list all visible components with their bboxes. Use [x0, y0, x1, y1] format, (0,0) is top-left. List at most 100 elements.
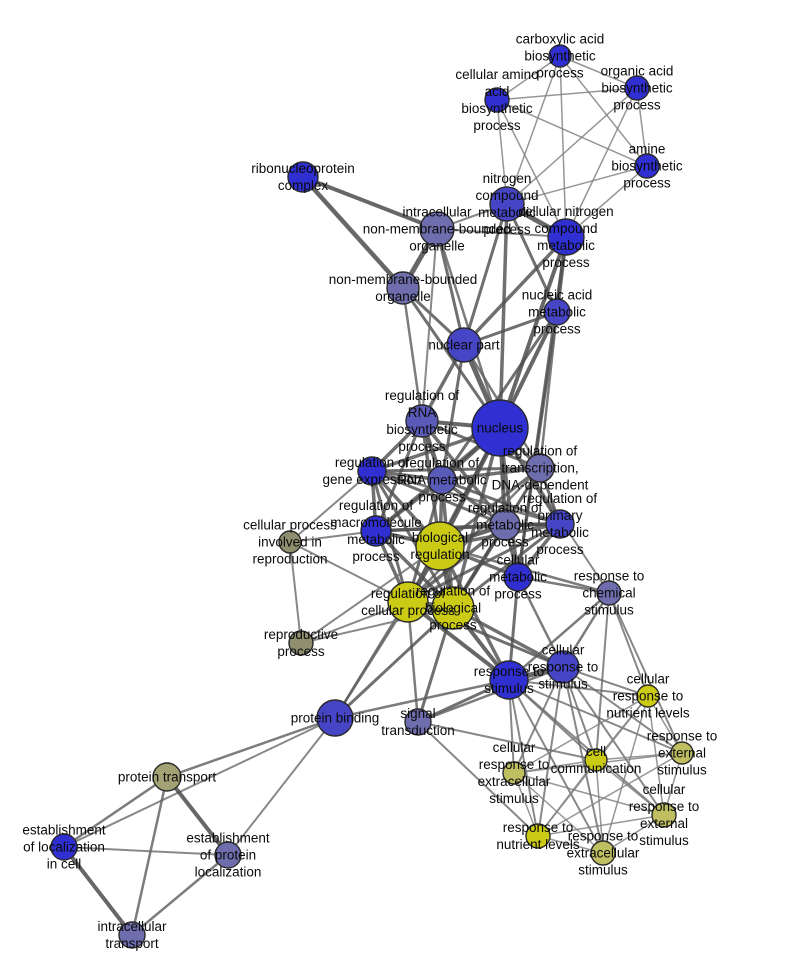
node-label-nucleus: nucleus	[477, 421, 524, 436]
node-regulation-of-gene-expression[interactable]	[357, 456, 387, 486]
edge-ribonucleoprotein-complex--intracellular-non-membrane-bounded-organelle	[302, 175, 438, 231]
edge-response-to-external-stimulus--response-to-nutrient-levels	[537, 752, 683, 837]
node-regulation-of-biological-process[interactable]	[431, 586, 475, 630]
node-label-regulation-of-macromolecule-metabolic-process: regulation of macromolecule metabolic proce…	[330, 498, 422, 564]
node-cellular-response-to-external-stimulus[interactable]	[651, 802, 677, 828]
node-carboxylic-acid-biosynthetic-process[interactable]	[548, 44, 572, 68]
node-cellular-metabolic-process[interactable]	[503, 562, 533, 592]
node-nucleic-acid-metabolic-process[interactable]	[543, 298, 571, 326]
node-non-membrane-bounded-organelle[interactable]	[386, 271, 420, 305]
node-regulation-of-primary-metabolic-process[interactable]	[545, 509, 575, 539]
node-cell-communication[interactable]	[584, 748, 608, 772]
node-cellular-response-to-extracellular-stimulus[interactable]	[502, 761, 526, 785]
edge-regulation-of-transcription-dna-dependent--regulation-of-gene-expression	[371, 466, 541, 473]
node-nitrogen-compound-metabolic-process[interactable]	[489, 186, 525, 222]
edge-response-to-chemical-stimulus--response-to-external-stimulus	[608, 592, 683, 754]
node-regulation-of-rna-biosynthetic-process[interactable]	[405, 404, 439, 438]
edge-amine-biosynthetic-process--nitrogen-compound-metabolic-process	[506, 165, 648, 205]
edge-carboxylic-acid-biosynthetic-process--cellular-nitrogen-compound-metabolic-process	[559, 55, 567, 238]
node-cellular-amino-acid-biosynthetic-process[interactable]	[484, 87, 510, 113]
node-protein-transport[interactable]	[152, 762, 182, 792]
node-cellular-process-involved-in-reproduction[interactable]	[278, 530, 302, 554]
node-label-nuclear-part: nuclear part	[428, 338, 500, 353]
edge-regulation-of-primary-metabolic-process--regulation-of-biological-process	[452, 522, 561, 610]
edge-intracellular-non-membrane-bounded-organelle--nuclear-part	[435, 228, 466, 346]
node-intracellular-transport[interactable]	[118, 921, 146, 949]
node-label-reproductive-process: reproductive process	[264, 627, 338, 659]
node-signal-transduction[interactable]	[404, 708, 432, 736]
node-layer	[50, 44, 694, 949]
edge-organic-acid-biosynthetic-process--cellular-nitrogen-compound-metabolic-process	[565, 87, 638, 238]
node-response-to-external-stimulus[interactable]	[670, 741, 694, 765]
edge-response-to-stimulus--cellular-response-to-external-stimulus	[508, 679, 665, 816]
node-label-intracellular-non-membrane-bounded-organelle: intracellular non-membrane-bounded organel…	[363, 205, 512, 254]
node-amine-biosynthetic-process[interactable]	[634, 153, 660, 179]
edge-cellular-response-to-external-stimulus--cellular-response-to-extracellular-stimulus	[513, 772, 665, 816]
edge-protein-binding--protein-transport	[166, 716, 336, 779]
node-regulation-of-transcription-dna-dependent[interactable]	[525, 453, 555, 483]
edge-cellular-process-involved-in-reproduction--reproductive-process	[289, 541, 302, 644]
node-establishment-of-protein-localization[interactable]	[214, 841, 242, 869]
edge-carboxylic-acid-biosynthetic-process--organic-acid-biosynthetic-process	[559, 55, 638, 89]
node-reproductive-process[interactable]	[288, 630, 314, 656]
node-regulation-of-cellular-process[interactable]	[387, 581, 429, 623]
node-label-organic-acid-biosynthetic-process: organic acid biosynthetic process	[601, 64, 674, 113]
node-label-signal-transduction: signal transduction	[381, 706, 455, 738]
node-label-protein-transport: protein transport	[118, 770, 217, 785]
node-response-to-extracellular-stimulus[interactable]	[590, 840, 616, 866]
node-biological-regulation[interactable]	[415, 521, 465, 571]
node-nucleus[interactable]	[471, 399, 529, 457]
edge-cellular-nitrogen-compound-metabolic-process--nucleus	[498, 236, 568, 429]
edge-nucleic-acid-metabolic-process--regulation-of-transcription-dna-dependent	[538, 311, 559, 469]
node-label-cellular-response-to-nutrient-levels: cellular response to nutrient levels	[606, 672, 690, 721]
edge-nitrogen-compound-metabolic-process--nucleus	[498, 203, 509, 429]
node-label-response-to-external-stimulus: response to external stimulus	[647, 729, 718, 778]
edge-response-to-extracellular-stimulus--cellular-response-to-extracellular-stimulus	[513, 772, 604, 854]
node-label-regulation-of-primary-metabolic-process: regulation of primary metabolic process	[523, 491, 598, 557]
node-regulation-of-macromolecule-metabolic-process[interactable]	[360, 515, 392, 547]
edge-cell-communication--cellular-response-to-external-stimulus	[595, 759, 665, 816]
edge-signal-transduction--response-to-nutrient-levels	[417, 721, 539, 837]
edge-response-to-stimulus--protein-binding	[334, 678, 510, 720]
node-label-cell-communication: cell communication	[551, 744, 642, 776]
edge-cellular-response-to-nutrient-levels--response-to-extracellular-stimulus	[602, 695, 649, 854]
node-response-to-chemical-stimulus[interactable]	[596, 580, 622, 606]
node-label-response-to-extracellular-stimulus: response to extracellular stimulus	[567, 829, 640, 878]
node-label-cellular-process-involved-in-reproduction: cellular process involved in reproduction	[243, 518, 337, 567]
edge-intracellular-non-membrane-bounded-organelle--regulation-of-rna-biosynthetic-process	[421, 228, 438, 422]
edge-cellular-nitrogen-compound-metabolic-process--nuclear-part	[462, 235, 568, 347]
edge-cellular-response-to-stimulus--response-to-extracellular-stimulus	[562, 666, 604, 854]
edge-cellular-response-to-external-stimulus--response-to-nutrient-levels	[537, 814, 665, 837]
node-ribonucleoprotein-complex[interactable]	[287, 161, 319, 193]
node-intracellular-non-membrane-bounded-organelle[interactable]	[419, 211, 455, 247]
edge-cellular-response-to-stimulus--cellular-response-to-extracellular-stimulus	[513, 666, 564, 774]
node-cellular-response-to-stimulus[interactable]	[546, 650, 580, 684]
node-label-regulation-of-gene-expression: regulation of gene expression	[322, 455, 421, 487]
node-nuclear-part[interactable]	[446, 327, 482, 363]
node-label-cellular-response-to-extracellular-stimulus: cellular response to extracellular stimulus	[478, 740, 551, 806]
node-establishment-of-localization-in-cell[interactable]	[50, 833, 78, 861]
node-protein-binding[interactable]	[316, 699, 354, 737]
node-response-to-nutrient-levels[interactable]	[525, 823, 551, 849]
edge-regulation-of-gene-expression--cellular-process-involved-in-reproduction	[289, 470, 373, 543]
edge-response-to-chemical-stimulus--response-to-stimulus	[508, 592, 610, 681]
node-label-nucleic-acid-metabolic-process: nucleic acid metabolic process	[522, 288, 593, 337]
node-label-cellular-metabolic-process: cellular metabolic process	[489, 553, 547, 602]
edge-cellular-response-to-stimulus--signal-transduction	[417, 665, 564, 724]
node-regulation-of-rna-metabolic-process[interactable]	[427, 465, 457, 495]
node-organic-acid-biosynthetic-process[interactable]	[624, 75, 650, 101]
node-label-amine-biosynthetic-process: amine biosynthetic process	[611, 142, 683, 191]
edge-signal-transduction--cell-communication	[417, 721, 597, 761]
node-label-establishment-of-localization-in-cell: establishment of localization in cell	[22, 823, 106, 872]
edge-response-to-stimulus--response-to-nutrient-levels	[508, 679, 539, 837]
edge-regulation-of-biological-process--protein-binding	[333, 606, 455, 720]
node-label-response-to-chemical-stimulus: response to chemical stimulus	[574, 569, 645, 618]
node-cellular-response-to-nutrient-levels[interactable]	[636, 684, 660, 708]
edge-protein-binding--establishment-of-protein-localization	[227, 717, 336, 856]
edge-protein-transport--establishment-of-protein-localization	[165, 775, 230, 857]
node-regulation-of-metabolic-process[interactable]	[489, 509, 521, 541]
node-cellular-nitrogen-compound-metabolic-process[interactable]	[547, 218, 585, 256]
node-response-to-stimulus[interactable]	[489, 660, 529, 700]
node-label-intracellular-transport: intracellular transport	[97, 919, 167, 951]
edge-carboxylic-acid-biosynthetic-process--nitrogen-compound-metabolic-process	[506, 55, 561, 205]
